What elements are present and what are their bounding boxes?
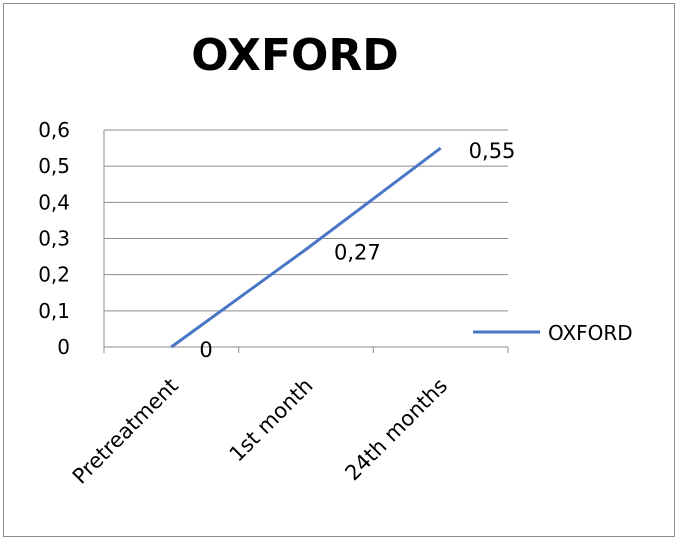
y-axis-ticks: 0 0,1 0,2 0,3 0,4 0,5 0,6 (38, 118, 70, 359)
x-category-label: 1st month (225, 374, 318, 467)
legend-label: OXFORD (548, 321, 633, 345)
y-tick-label: 0,4 (38, 190, 70, 214)
y-tick-label: 0,3 (38, 227, 70, 251)
x-axis-categories: Pretreatment 1st month 24th months (68, 374, 452, 489)
data-label: 0,55 (469, 139, 516, 163)
data-labels: 0 0,27 0,55 (199, 139, 515, 362)
x-category-label: 24th months (340, 374, 452, 486)
y-tick-label: 0,1 (38, 299, 70, 323)
y-tick-label: 0,5 (38, 154, 70, 178)
y-tick-label: 0 (57, 335, 70, 359)
data-label: 0,27 (334, 240, 381, 264)
y-tick-label: 0,6 (38, 118, 70, 142)
chart-title: OXFORD (191, 30, 399, 81)
series-lines (170, 146, 442, 349)
chart-frame (3, 3, 675, 537)
x-category-label: Pretreatment (68, 374, 183, 489)
legend: OXFORD (473, 321, 633, 345)
series-line (170, 146, 442, 349)
data-label: 0 (199, 338, 212, 362)
gridlines (103, 129, 509, 353)
y-tick-label: 0,2 (38, 263, 70, 287)
